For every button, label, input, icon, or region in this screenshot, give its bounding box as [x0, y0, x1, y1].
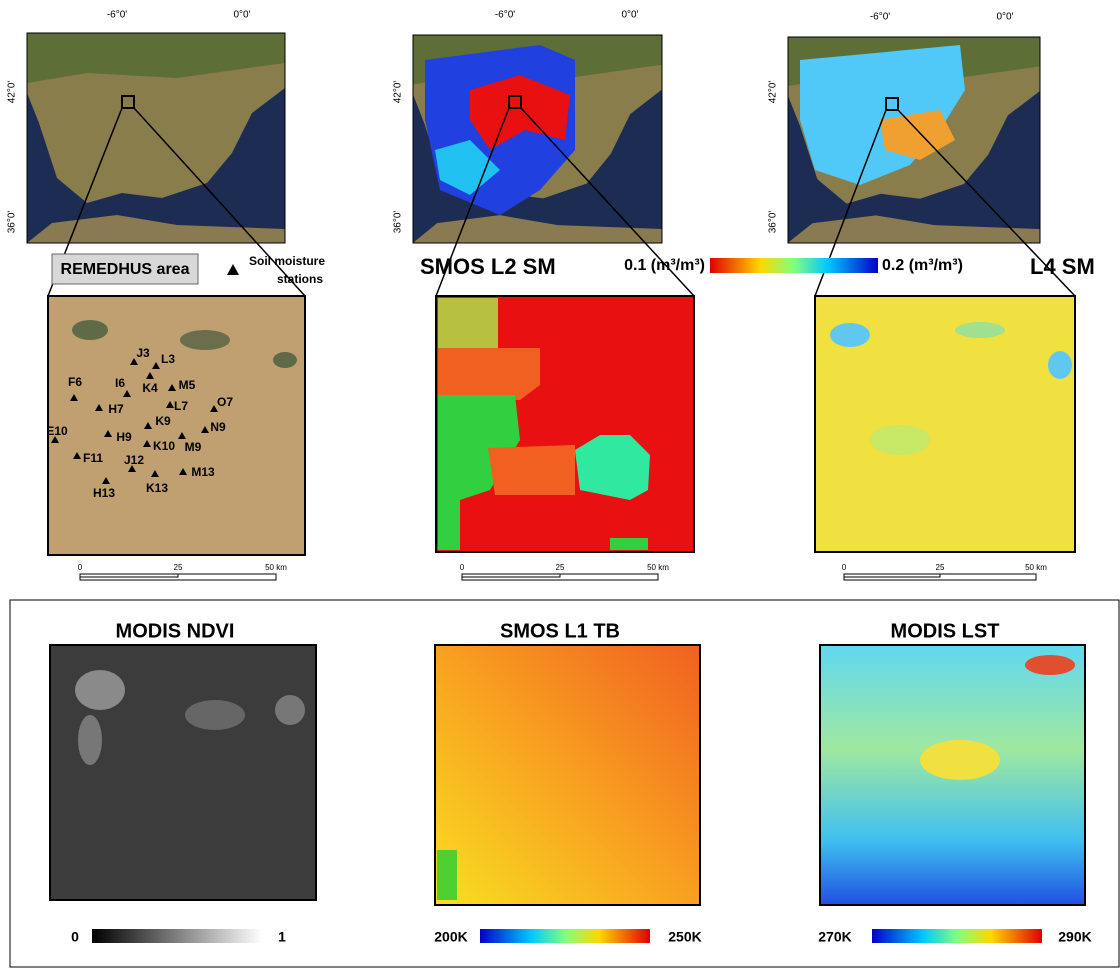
- lat-tick-label: 36°0': [768, 211, 779, 234]
- station-label: K13: [146, 481, 168, 495]
- colorbar-max: 290K: [1058, 929, 1091, 945]
- station-label: H7: [108, 402, 124, 416]
- panel-title: MODIS LST: [891, 620, 1000, 642]
- station-label: K10: [153, 439, 175, 453]
- pixel-patch: [75, 670, 125, 710]
- pixel-patch: [438, 348, 540, 400]
- basemap: [27, 33, 285, 243]
- station-label: N9: [210, 420, 226, 434]
- station-label: M13: [191, 465, 215, 479]
- stations-legend: Soil moisture: [249, 254, 325, 268]
- lon-tick-label: 0°0': [621, 10, 638, 21]
- station-label: F6: [68, 375, 82, 389]
- pixel-patch: [185, 700, 245, 730]
- l4-label: L4 SM: [1030, 254, 1095, 279]
- lat-tick-label: 42°0': [7, 81, 18, 104]
- scale-bar-segment: [462, 574, 560, 577]
- colorbar-min: 0: [71, 929, 79, 945]
- colorbar-max: 0.2 (m³/m³): [882, 257, 963, 274]
- image-texture: [273, 352, 297, 368]
- colorbar: [92, 929, 262, 943]
- station-label: L3: [161, 352, 175, 366]
- scale-bar-segment: [80, 574, 178, 577]
- colorbar-max: 250K: [668, 929, 701, 945]
- colorbar-min: 0.1 (m³/m³): [624, 257, 705, 274]
- lat-tick-label: 42°0': [393, 81, 404, 104]
- lon-tick-label: -6°0': [870, 12, 890, 23]
- pixel-patch: [1025, 655, 1075, 675]
- lon-tick-label: -6°0': [107, 10, 127, 21]
- remedhus-label: REMEDHUS area: [61, 261, 190, 278]
- panel-title: SMOS L1 TB: [500, 620, 620, 642]
- colorbar-max: 1: [278, 929, 286, 945]
- lat-tick-label: 36°0': [7, 211, 18, 234]
- pixel-patch: [438, 298, 498, 348]
- station-label: K9: [155, 414, 171, 428]
- pixel-patch: [610, 538, 648, 550]
- scale-label: 50 km: [1025, 563, 1047, 572]
- colorbar: [480, 929, 650, 943]
- image-texture: [180, 330, 230, 350]
- lon-tick-label: 0°0': [996, 12, 1013, 23]
- station-label: L7: [174, 399, 188, 413]
- station-label: I6: [115, 376, 125, 390]
- station-label: M5: [179, 378, 196, 392]
- lat-tick-label: 36°0': [393, 211, 404, 234]
- scale-label: 0: [842, 563, 847, 572]
- station-label: K4: [142, 381, 158, 395]
- scale-label: 50 km: [265, 563, 287, 572]
- scale-label: 50 km: [647, 563, 669, 572]
- colorbar-min: 270K: [818, 929, 851, 945]
- pixel-patch: [870, 425, 930, 455]
- tb-image: [435, 645, 700, 905]
- smos-l2-label: SMOS L2 SM: [420, 254, 556, 279]
- lon-tick-label: -6°0': [495, 10, 515, 21]
- panel-title: MODIS NDVI: [116, 620, 235, 642]
- scale-label: 0: [78, 563, 83, 572]
- scale-label: 0: [460, 563, 465, 572]
- image-texture: [72, 320, 108, 340]
- station-label: E10: [46, 424, 68, 438]
- pixel-patch: [830, 323, 870, 347]
- station-label: M9: [185, 440, 202, 454]
- station-label: F11: [83, 451, 103, 465]
- colorbar: [872, 929, 1042, 943]
- pixel-patch: [275, 695, 305, 725]
- pixel-patch: [78, 715, 102, 765]
- station-label: J3: [136, 346, 150, 360]
- scale-bar-segment: [844, 574, 940, 577]
- colorbar: [710, 258, 878, 273]
- scale-label: 25: [556, 563, 565, 572]
- colorbar-min: 200K: [434, 929, 467, 945]
- lon-tick-label: 0°0': [233, 10, 250, 21]
- pixel-patch: [575, 435, 650, 500]
- station-label: J12: [124, 453, 144, 467]
- pixel-patch: [955, 322, 1005, 338]
- station-label: H9: [116, 430, 132, 444]
- lat-tick-label: 42°0': [768, 81, 779, 104]
- scale-label: 25: [174, 563, 183, 572]
- pixel-patch: [488, 445, 575, 495]
- station-label: H13: [93, 486, 115, 500]
- figure: REMEDHUS area Soil moisture stations SMO…: [0, 0, 1120, 968]
- pixel-patch: [920, 740, 1000, 780]
- pixel-patch: [1048, 351, 1072, 379]
- pixel-patch: [437, 850, 457, 900]
- stations-legend: stations: [277, 272, 323, 286]
- scale-label: 25: [936, 563, 945, 572]
- station-label: O7: [217, 395, 233, 409]
- station-legend-symbol: [227, 264, 239, 275]
